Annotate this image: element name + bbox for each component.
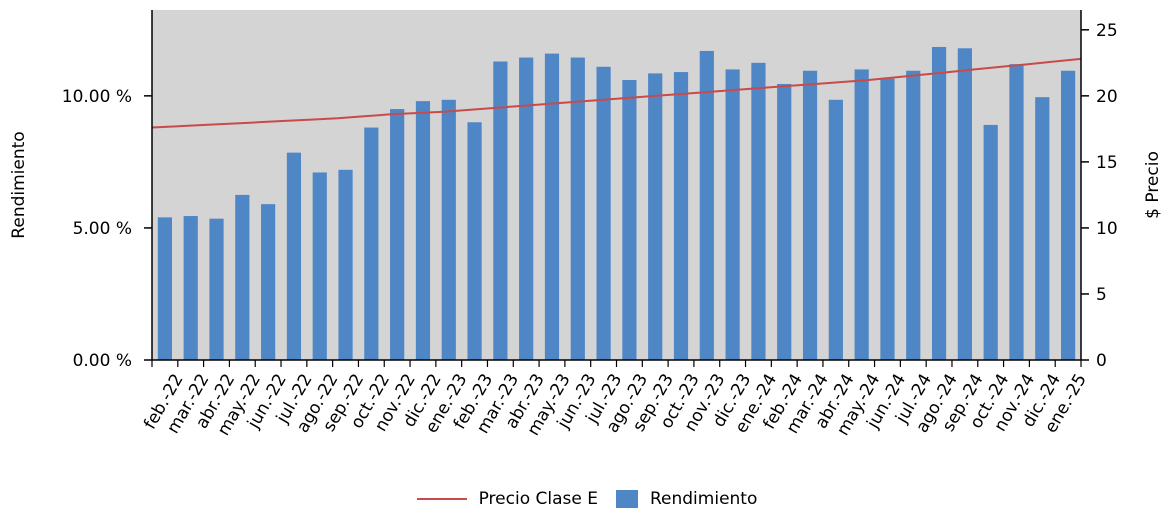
y2-tick-label: 20 [1096,87,1118,107]
bar [544,53,560,361]
combo-chart: 0.00 %5.00 %10.00 %0510152025feb.-22mar.… [9,10,1163,439]
y2-tick-label: 5 [1096,285,1107,305]
bar [596,66,611,360]
bar [441,99,456,361]
bar [828,99,843,361]
bar [699,50,714,361]
y2-tick-label: 0 [1096,351,1107,371]
legend-label-yield: Rendimiento [649,489,758,509]
legend-bar-swatch [615,490,638,508]
bar [209,218,224,360]
legend-item-price: Precio Clase E [416,489,598,509]
bar [983,124,998,360]
bar [261,204,276,360]
bar [235,194,250,360]
bar [854,69,869,360]
bar [751,62,766,360]
bar [493,61,508,361]
y-tick-label: 5.00 % [73,219,132,239]
y2-tick-label: 25 [1096,21,1118,41]
axes [144,10,1089,367]
bar [157,217,172,360]
legend-line-swatch [416,498,467,500]
y2-tick-label: 15 [1096,153,1118,173]
bar [390,109,405,360]
bar [1035,97,1050,361]
bar [1061,70,1076,361]
bar [364,127,379,360]
legend-item-yield: Rendimiento [615,489,758,509]
bar [802,70,818,361]
bar [725,69,740,360]
bar [286,152,302,360]
bar [880,78,895,360]
bar [570,57,585,360]
bar [183,216,198,360]
bar-series [157,46,1076,361]
bar [519,57,534,360]
bar [1009,64,1024,360]
bar [957,48,972,361]
bar [673,72,689,360]
price-line [151,57,1082,129]
plot-background [152,10,1081,360]
bar [622,80,637,360]
legend: Precio Clase E Rendimiento [0,486,1174,512]
bar [931,46,947,360]
bar [906,70,921,361]
bar [467,122,482,360]
bar [338,169,353,360]
legend-label-price: Precio Clase E [478,489,598,509]
tick-labels: 0.00 %5.00 %10.00 %0510152025feb.-22mar.… [62,21,1118,439]
bar [777,83,792,360]
y-tick-label: 10.00 % [62,87,132,107]
y-tick-label: 0.00 % [73,351,132,371]
y2-axis-label: $ Precio [1143,151,1163,219]
bar [415,101,431,360]
y2-tick-label: 10 [1096,219,1118,239]
bar [648,73,663,360]
y-axis-label: Rendimiento [9,131,29,238]
bar [312,172,327,360]
